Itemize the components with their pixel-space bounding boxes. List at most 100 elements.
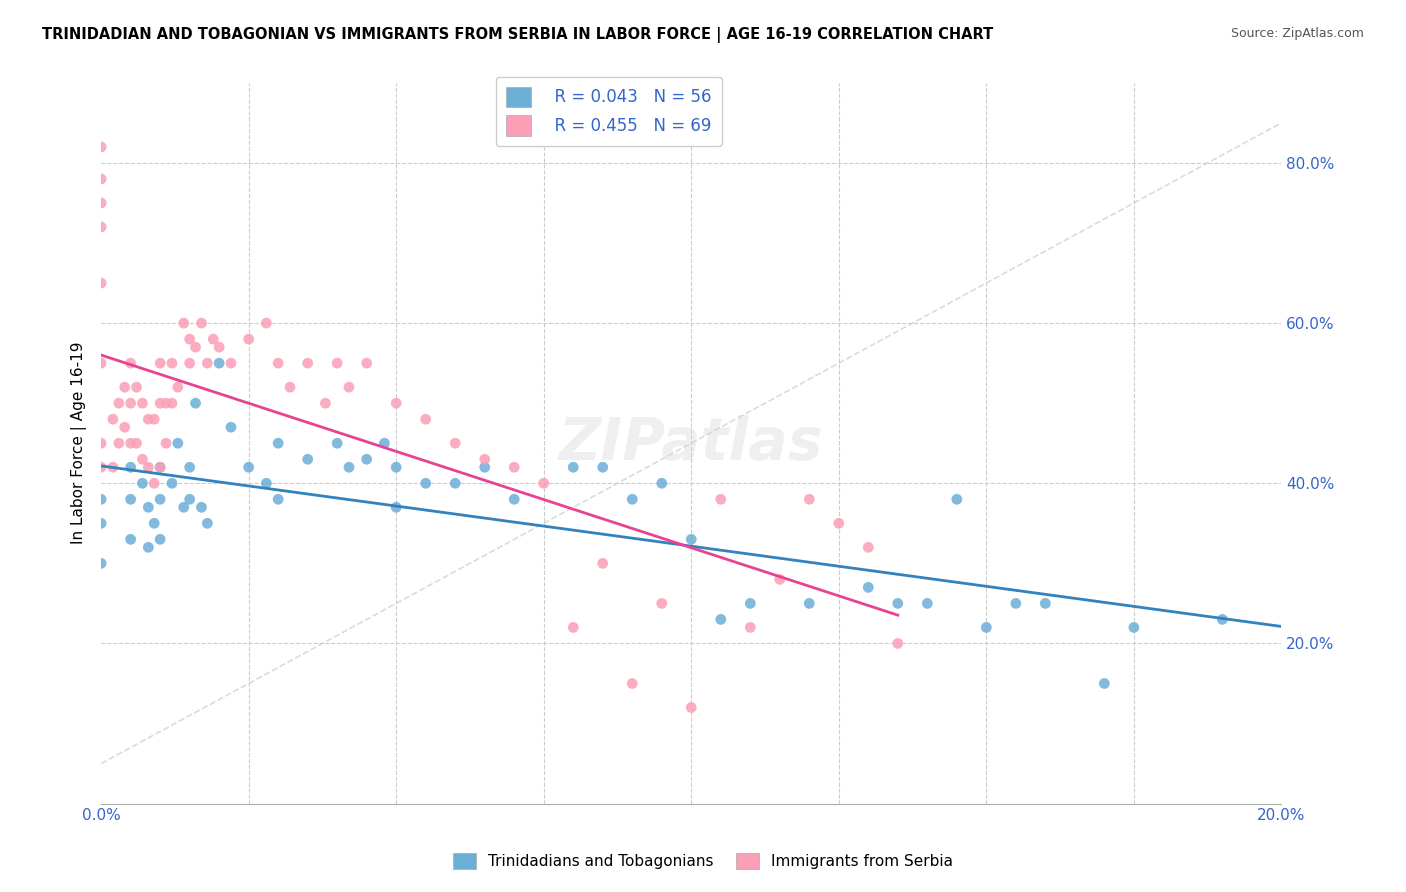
Point	[155, 396, 177, 410]
Point	[190, 316, 212, 330]
Point	[90, 492, 112, 507]
Point	[946, 492, 969, 507]
Point	[149, 396, 172, 410]
Point	[114, 420, 136, 434]
Point	[356, 452, 378, 467]
Point	[149, 533, 172, 547]
Point	[415, 412, 437, 426]
Point	[149, 460, 172, 475]
Legend:   R = 0.043   N = 56,   R = 0.455   N = 69: R = 0.043 N = 56, R = 0.455 N = 69	[496, 77, 721, 145]
Point	[120, 356, 142, 370]
Point	[90, 219, 112, 234]
Point	[562, 620, 585, 634]
Point	[143, 412, 166, 426]
Point	[143, 476, 166, 491]
Point	[474, 460, 496, 475]
Point	[710, 492, 733, 507]
Point	[173, 316, 195, 330]
Point	[385, 500, 408, 515]
Point	[179, 460, 201, 475]
Point	[326, 436, 349, 450]
Point	[184, 340, 207, 354]
Point	[267, 436, 290, 450]
Point	[138, 412, 160, 426]
Point	[651, 476, 673, 491]
Point	[179, 356, 201, 370]
Point	[740, 620, 762, 634]
Point	[740, 596, 762, 610]
Point	[108, 396, 131, 410]
Point	[799, 596, 821, 610]
Point	[90, 516, 112, 531]
Point	[254, 476, 277, 491]
Point	[160, 356, 183, 370]
Point	[887, 596, 910, 610]
Point	[208, 356, 231, 370]
Point	[166, 436, 188, 450]
Point	[976, 620, 998, 634]
Point	[184, 396, 207, 410]
Point	[138, 460, 160, 475]
Point	[415, 476, 437, 491]
Point	[131, 396, 153, 410]
Point	[444, 476, 467, 491]
Point	[621, 492, 644, 507]
Point	[710, 612, 733, 626]
Point	[799, 492, 821, 507]
Point	[267, 492, 290, 507]
Point	[101, 412, 124, 426]
Point	[149, 356, 172, 370]
Point	[592, 557, 614, 571]
Point	[219, 356, 242, 370]
Point	[120, 492, 142, 507]
Point	[503, 460, 526, 475]
Point	[337, 460, 360, 475]
Text: Source: ZipAtlas.com: Source: ZipAtlas.com	[1230, 27, 1364, 40]
Point	[114, 380, 136, 394]
Point	[90, 356, 112, 370]
Point	[149, 460, 172, 475]
Point	[356, 356, 378, 370]
Point	[1033, 596, 1056, 610]
Point	[120, 396, 142, 410]
Point	[681, 533, 703, 547]
Point	[125, 436, 148, 450]
Point	[917, 596, 939, 610]
Point	[143, 516, 166, 531]
Point	[138, 500, 160, 515]
Point	[108, 436, 131, 450]
Point	[858, 541, 880, 555]
Point	[297, 452, 319, 467]
Point	[769, 573, 792, 587]
Point	[120, 533, 142, 547]
Point	[297, 356, 319, 370]
Point	[166, 380, 188, 394]
Point	[131, 476, 153, 491]
Point	[828, 516, 851, 531]
Point	[208, 340, 231, 354]
Point	[326, 356, 349, 370]
Point	[385, 396, 408, 410]
Y-axis label: In Labor Force | Age 16-19: In Labor Force | Age 16-19	[72, 342, 87, 544]
Point	[179, 492, 201, 507]
Point	[238, 460, 260, 475]
Point	[621, 676, 644, 690]
Point	[681, 700, 703, 714]
Point	[138, 541, 160, 555]
Point	[195, 516, 218, 531]
Point	[190, 500, 212, 515]
Point	[160, 476, 183, 491]
Point	[120, 460, 142, 475]
Point	[1092, 676, 1115, 690]
Point	[202, 332, 225, 346]
Point	[173, 500, 195, 515]
Point	[651, 596, 673, 610]
Point	[1122, 620, 1144, 634]
Point	[278, 380, 301, 394]
Point	[474, 452, 496, 467]
Point	[90, 436, 112, 450]
Point	[90, 276, 112, 290]
Point	[385, 460, 408, 475]
Point	[219, 420, 242, 434]
Point	[155, 436, 177, 450]
